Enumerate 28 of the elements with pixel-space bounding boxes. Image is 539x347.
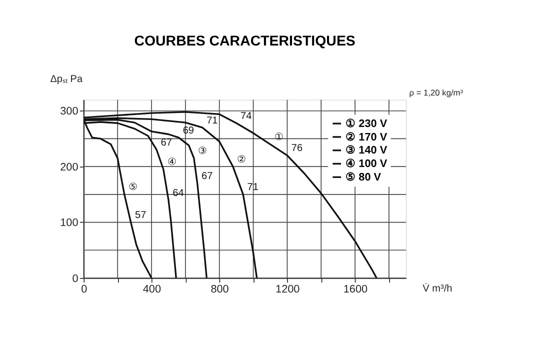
annotation: 67 — [160, 138, 172, 149]
legend-label: ④ 100 V — [346, 158, 388, 170]
annotation: 57 — [135, 210, 147, 222]
legend-label: ② 170 V — [346, 131, 388, 144]
legend-label: ① 230 V — [346, 118, 388, 130]
annotation: 67 — [202, 171, 214, 182]
y-tick-label: 300 — [60, 106, 78, 118]
x-tick-label: 400 — [142, 284, 162, 296]
x-axis-title: V̇ m³/h — [422, 282, 452, 294]
x-tick-label: 800 — [210, 284, 229, 296]
y-tick-label: 200 — [60, 161, 78, 174]
annotation: ④ — [168, 157, 177, 168]
annotation: 76 — [291, 143, 303, 154]
legend-label: ⑤ 80 V — [346, 171, 382, 184]
annotation: ⑤ — [128, 182, 138, 194]
y-tick-label: 100 — [60, 217, 78, 230]
x-tick-label: 0 — [81, 284, 88, 296]
y-tick-label: 0 — [72, 272, 78, 285]
x-tick-label: 1600 — [343, 284, 368, 296]
annotation: ② — [237, 154, 246, 166]
legend-label: ③ 140 V — [346, 144, 388, 157]
text: ρ = 1,20 kg/m³ — [409, 88, 464, 98]
x-tick-label: 1200 — [276, 284, 300, 296]
annotation: ③ — [198, 146, 208, 158]
y-axis-title: Δpₛₜ Pa — [50, 74, 83, 86]
chart-title: COURBES CARACTERISTIQUES — [134, 33, 356, 50]
annotation: 74 — [240, 110, 252, 122]
annotation: 71 — [206, 115, 218, 126]
